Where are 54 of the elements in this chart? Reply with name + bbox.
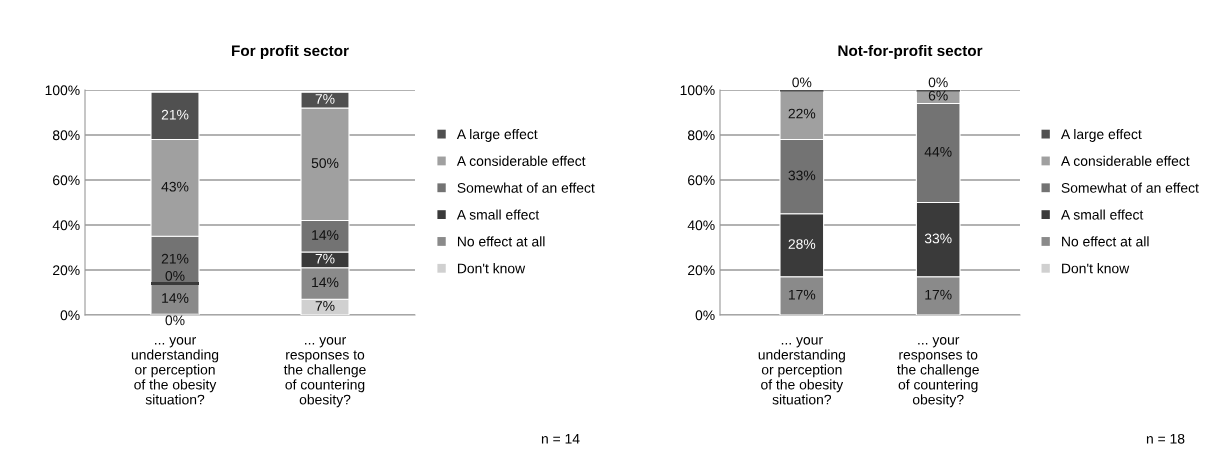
y-tick-label: 60%	[688, 175, 715, 186]
data-label: 7%	[315, 301, 335, 311]
y-tick-label: 40%	[687, 220, 715, 231]
data-label: 33%	[788, 170, 816, 181]
data-label: 50%	[311, 158, 339, 168]
data-label: 14%	[162, 293, 189, 303]
legend-label: A small effect	[1060, 209, 1144, 220]
chart-title: For profit sector	[232, 44, 349, 60]
y-tick-label: 40%	[52, 220, 80, 231]
data-label: 43%	[161, 181, 189, 192]
data-label: 14%	[312, 277, 339, 288]
legend-label: A small effect	[456, 209, 540, 220]
data-label: 6%	[928, 90, 948, 101]
y-tick-label: 100%	[680, 85, 715, 96]
y-tick-label: 20%	[688, 265, 715, 276]
y-tick-label: 100%	[45, 85, 80, 96]
y-tick-label: 0%	[695, 310, 715, 321]
legend-label: Don't know	[1062, 263, 1130, 274]
x-tick-label: ... your responses to the challenge of countering obesity?	[897, 337, 979, 408]
legend-label: No effect at all	[457, 236, 545, 247]
y-tick-label: 0%	[60, 310, 80, 321]
data-label: 0%	[928, 77, 948, 88]
x-tick-label: ... your understanding or perception of the obesity situation?	[758, 337, 845, 405]
legend-label: A large effect	[1060, 128, 1142, 142]
data-label: 7%	[315, 253, 335, 264]
legend-label: A considerable effect	[456, 155, 586, 166]
y-tick-label: 80%	[687, 130, 715, 141]
data-label: 22%	[788, 108, 816, 119]
text: n = 14	[541, 434, 580, 444]
text: n = 18	[1146, 433, 1185, 444]
data-label: 0%	[165, 270, 185, 281]
data-label: 7%	[315, 94, 335, 104]
data-label: 21%	[161, 109, 189, 120]
y-tick-label: 20%	[53, 265, 80, 276]
x-tick-label: ... your understanding or perception of the obesity situation?	[131, 337, 219, 405]
legend-label: Somewhat of an effect	[457, 182, 595, 193]
data-label: 17%	[925, 289, 952, 300]
data-label: 14%	[312, 230, 339, 240]
data-label: 0%	[165, 315, 185, 326]
data-label: 21%	[161, 253, 189, 264]
legend-label: No effect at all	[1062, 236, 1149, 247]
x-tick-label: ... your responses to the challenge of countering obesity?	[283, 337, 366, 408]
chart-title: Not-for-profit sector	[838, 44, 983, 60]
y-tick-label: 80%	[52, 130, 80, 141]
legend-label: A large effect	[456, 128, 538, 142]
data-label: 44%	[924, 146, 952, 157]
data-label: 33%	[924, 233, 952, 244]
data-label: 0%	[792, 77, 812, 88]
legend-label: Somewhat of an effect	[1061, 182, 1199, 193]
data-label: 28%	[788, 239, 816, 249]
y-tick-label: 60%	[53, 175, 80, 186]
legend-label: Don't know	[457, 263, 526, 274]
legend-label: A considerable effect	[1060, 155, 1190, 166]
data-label: 17%	[788, 289, 816, 300]
